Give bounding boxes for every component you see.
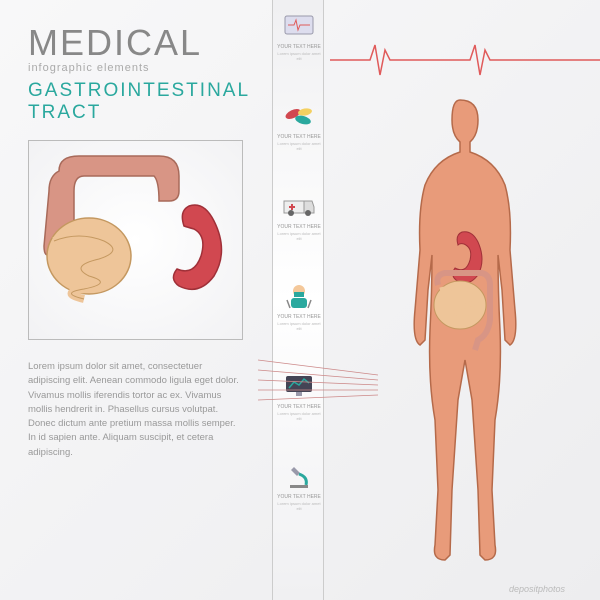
icon-strip: YOUR TEXT HERE Lorem ipsum dolor amet el… <box>272 0 324 600</box>
ekg-line-icon <box>330 40 600 80</box>
organ-panel <box>28 140 243 340</box>
watermark: depositphotos <box>509 584 565 594</box>
lorem-text: Lorem ipsum dolor sit amet, consectetuer… <box>28 360 243 460</box>
human-body-icon <box>350 90 570 570</box>
icon-microscope: YOUR TEXT HERE Lorem ipsum dolor amet el… <box>273 450 325 540</box>
icon-surgeon: YOUR TEXT HERE Lorem ipsum dolor amet el… <box>273 270 325 360</box>
icon-pills: YOUR TEXT HERE Lorem ipsum dolor amet el… <box>273 90 325 180</box>
icon-ambulance: YOUR TEXT HERE Lorem ipsum dolor amet el… <box>273 180 325 270</box>
icon-ekg-monitor: YOUR TEXT HERE Lorem ipsum dolor amet el… <box>273 0 325 90</box>
